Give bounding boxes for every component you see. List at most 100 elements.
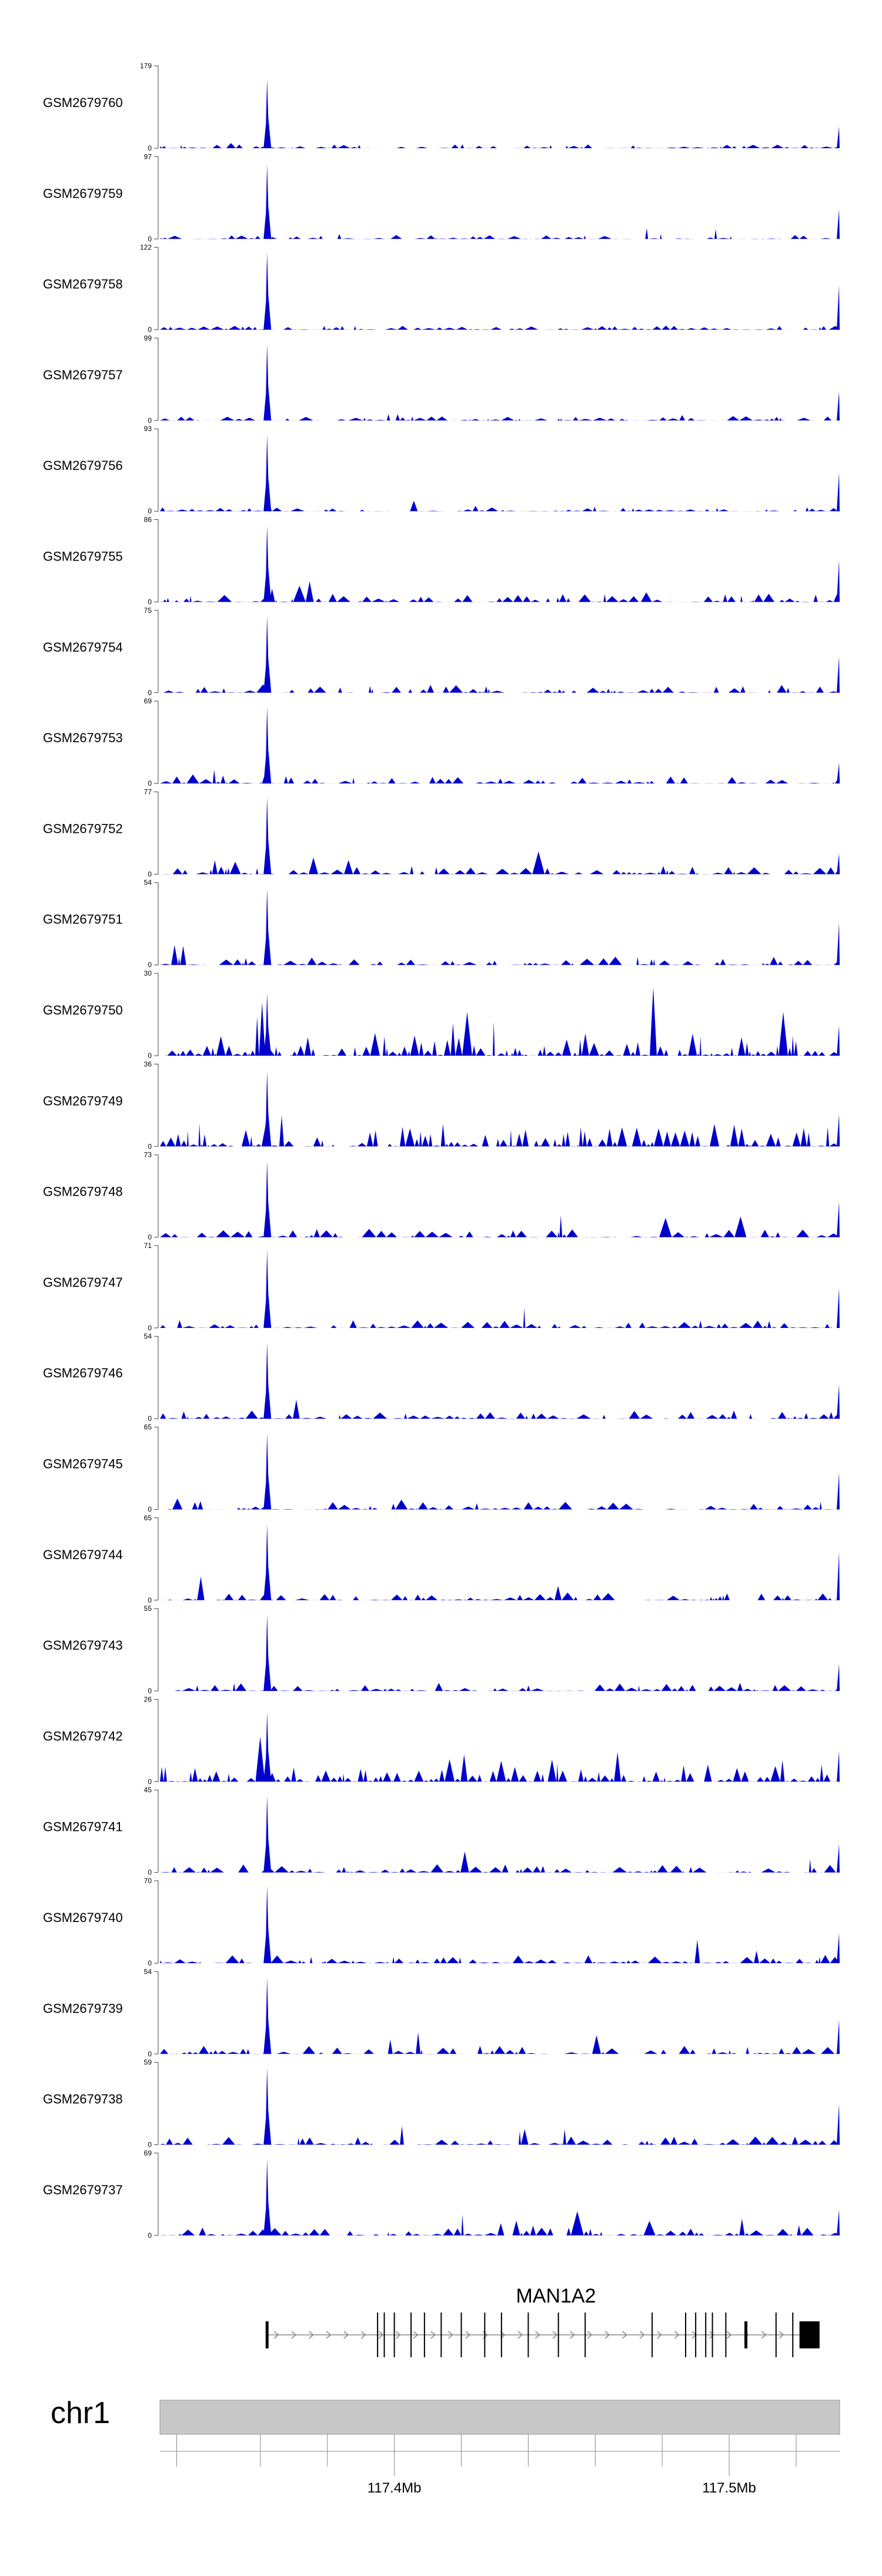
coordinate-tick-label: 117.5Mb: [702, 2480, 756, 2496]
coverage-peak: [263, 252, 272, 330]
track-ymax-label: 65: [144, 1514, 152, 1522]
track-ymin-label: 0: [148, 1596, 152, 1604]
signal-track: GSM2679737 69 0: [43, 2149, 840, 2240]
coverage-peak: [263, 2159, 272, 2235]
gene-exon: [695, 2313, 697, 2357]
coverage-area: [160, 1736, 840, 1782]
strand-arrow-icon: [517, 2331, 523, 2339]
track-ymin-label: 0: [148, 507, 152, 515]
strand-arrow-icon: [465, 2331, 471, 2339]
coverage-edge-spike: [837, 1025, 840, 1056]
track-y-axis: [154, 1971, 159, 2054]
gene-exon: [440, 2313, 442, 2357]
track-ymax-label: 26: [144, 1695, 152, 1703]
track-y-axis: [154, 791, 159, 875]
track-ymin-label: 0: [148, 235, 152, 243]
coverage-peak: [263, 525, 272, 602]
signal-track: GSM2679754 75 0: [43, 606, 840, 697]
gene-exon: [584, 2313, 586, 2357]
coverage-area: [160, 1498, 840, 1510]
track-ymin-label: 0: [148, 779, 152, 788]
coverage-area: [160, 1115, 840, 1147]
gene-exon: [744, 2321, 748, 2348]
strand-arrow-icon: [622, 2331, 627, 2339]
coverage-area: [160, 499, 840, 512]
coverage-edge-spike: [837, 1114, 840, 1147]
coverage-area: [160, 581, 840, 602]
track-sample-label: GSM2679749: [43, 1093, 123, 1108]
coverage-edge-spike: [837, 1472, 840, 1510]
gene-exon: [685, 2313, 687, 2357]
coverage-area: [160, 1683, 840, 1691]
gene-exon: [527, 2313, 529, 2357]
coverage-area: [160, 2211, 840, 2235]
track-sample-label: GSM2679740: [43, 1910, 123, 1925]
signal-track: GSM2679746 54 0: [43, 1332, 840, 1423]
signal-track: GSM2679739 54 0: [43, 1967, 840, 2058]
gene-exon: [705, 2313, 707, 2357]
track-ymin-label: 0: [148, 598, 152, 606]
coverage-edge-spike: [837, 285, 840, 330]
track-ymax-label: 122: [140, 243, 152, 252]
track-sample-label: GSM2679759: [43, 186, 123, 201]
coverage-edge-spike: [837, 391, 840, 421]
coverage-area: [160, 1851, 840, 1873]
gene-model: MAN1A2: [265, 2285, 820, 2357]
coverage-edge-spike: [837, 1287, 840, 1328]
coverage-peak: [263, 1342, 272, 1419]
track-y-axis: [154, 338, 159, 421]
track-y-axis: [154, 700, 159, 784]
signal-track: GSM2679759 97 0: [43, 152, 840, 243]
signal-track: GSM2679757 99 0: [43, 334, 840, 425]
track-ymin-label: 0: [148, 326, 152, 334]
gene-exon: [393, 2313, 395, 2357]
chromosome-label: chr1: [51, 2396, 110, 2430]
track-ymin-label: 0: [148, 416, 152, 425]
signal-track: GSM2679740 70 0: [43, 1877, 840, 1967]
coverage-peak: [263, 1614, 272, 1691]
track-ymax-label: 71: [144, 1242, 152, 1250]
track-y-axis: [154, 610, 159, 693]
coverage-area: [160, 769, 840, 784]
coverage-edge-spike: [837, 762, 840, 784]
track-y-axis: [154, 882, 159, 966]
coverage-edge-spike: [837, 1201, 840, 1237]
gene-name-label: MAN1A2: [516, 2285, 596, 2307]
track-y-axis: [154, 1245, 159, 1329]
coverage-peak: [263, 707, 272, 784]
signal-track: GSM2679743 55 0: [43, 1604, 840, 1695]
coverage-edge-spike: [837, 853, 840, 875]
track-sample-label: GSM2679739: [43, 2001, 123, 2016]
signal-track: GSM2679756 93 0: [43, 425, 840, 515]
coverage-edge-spike: [837, 922, 840, 965]
coverage-peak: [263, 1433, 272, 1510]
coverage-peak: [263, 435, 272, 512]
strand-arrow-icon: [534, 2331, 540, 2339]
track-ymin-label: 0: [148, 1233, 152, 1242]
track-sample-label: GSM2679754: [43, 640, 123, 655]
signal-track: GSM2679751 54 0: [43, 879, 840, 969]
signal-track: GSM2679760 179 0: [43, 62, 840, 152]
strand-arrow-icon: [726, 2331, 732, 2339]
coverage-area: [160, 228, 840, 239]
track-y-axis: [154, 1154, 159, 1238]
track-sample-label: GSM2679748: [43, 1184, 123, 1199]
gene-exon: [775, 2313, 777, 2357]
track-ymin-label: 0: [148, 2231, 152, 2240]
coverage-peak: [263, 79, 272, 148]
track-ymin-label: 0: [148, 1777, 152, 1786]
track-ymax-label: 75: [144, 606, 152, 615]
track-ymax-label: 36: [144, 1060, 152, 1068]
coverage-peak: [263, 992, 272, 1056]
gene-exon: [500, 2313, 502, 2357]
signal-track: GSM2679741 45 0: [43, 1786, 840, 1877]
track-sample-label: GSM2679738: [43, 2092, 123, 2107]
track-sample-label: GSM2679750: [43, 1003, 123, 1017]
coverage-peak: [263, 616, 272, 693]
track-y-axis: [154, 2062, 159, 2145]
coordinate-tick-label: 117.4Mb: [368, 2480, 422, 2496]
track-ymin-label: 0: [148, 689, 152, 697]
track-sample-label: GSM2679741: [43, 1820, 123, 1834]
track-ymax-label: 69: [144, 697, 152, 705]
